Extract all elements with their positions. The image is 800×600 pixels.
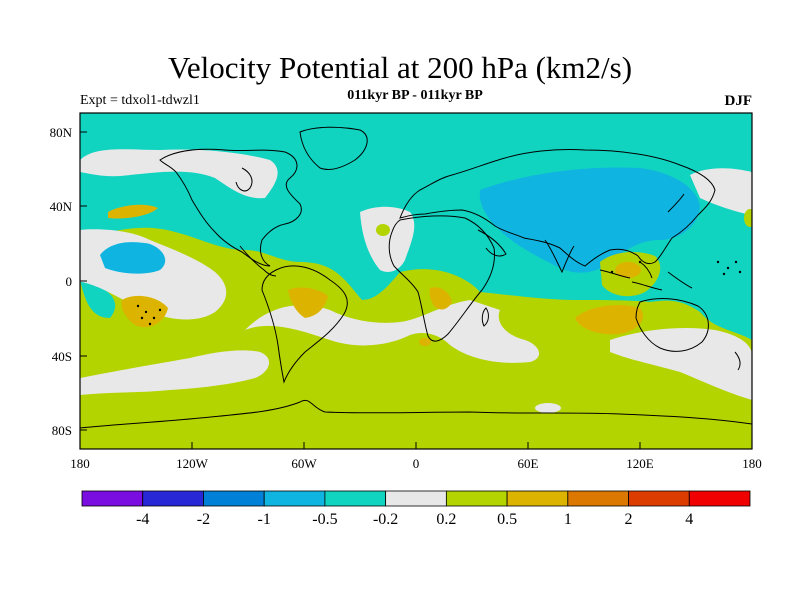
coastline-central-america <box>239 245 277 277</box>
colorbar-swatch <box>445 490 508 507</box>
experiment-label: Expt = tdxol1-tdwzl1 <box>80 93 200 108</box>
lon-tick-label: 180 <box>70 456 90 471</box>
lat-tick-label: 80S <box>52 423 72 438</box>
colorbar-swatch <box>385 490 447 507</box>
cyan-region-sw <box>80 280 116 318</box>
positive-strong-spot <box>419 338 431 346</box>
lon-tick-label: 0 <box>413 456 420 471</box>
lat-tick-label: 80N <box>50 125 73 140</box>
colorbar-label: -2 <box>197 511 210 528</box>
blue-region-pacific <box>100 242 166 274</box>
lon-tick-label: 60E <box>518 456 539 471</box>
coastline-hudson-bay <box>235 167 253 192</box>
coastline-antarctica <box>80 399 752 429</box>
season-label: DJF <box>724 93 753 109</box>
lon-tick-label: 120W <box>176 456 209 471</box>
coastline-japan <box>667 193 685 213</box>
lat-tick-label: 40N <box>50 199 73 214</box>
colorbar-swatch <box>628 490 690 507</box>
colorbar-swatch <box>506 490 569 507</box>
coastline-south-america <box>261 265 348 384</box>
colorbar-label: 2 <box>625 511 633 528</box>
positive-strong-indian <box>575 305 644 335</box>
coastline-greenland <box>299 126 368 171</box>
coastline-new-zealand <box>734 351 741 371</box>
coastline-australia <box>635 298 709 352</box>
neutral-region-southern <box>80 350 270 395</box>
colorbar-label: 1 <box>564 511 572 528</box>
neutral-region-atlantic <box>360 206 415 272</box>
colorbar-label: 0.2 <box>436 511 456 528</box>
colorbar: -4 -2 -1 -0.5 -0.2 0.2 0.5 1 2 4 <box>81 490 751 528</box>
colorbar-label: 4 <box>685 511 693 528</box>
neutral-spot-antarctic <box>535 403 561 413</box>
neutral-region-east-pacific <box>690 168 752 215</box>
colorbar-swatch <box>324 490 387 507</box>
colorbar-swatch <box>142 490 204 507</box>
coastline-arabia <box>477 229 507 257</box>
coastline-madagascar <box>481 307 489 327</box>
neutral-region-south-atlantic <box>245 300 540 363</box>
plot-title: Velocity Potential at 200 hPa (km2/s) <box>167 50 633 85</box>
coastline-africa <box>388 215 495 342</box>
contour-field <box>80 113 752 449</box>
lon-tick-label: 180 <box>742 456 762 471</box>
coastline-north-america <box>159 148 302 267</box>
lon-tick-label: 60W <box>291 456 317 471</box>
colorbar-swatch <box>567 490 629 507</box>
positive-strong-pacific-south <box>121 295 168 328</box>
colorbar-swatch <box>263 490 326 507</box>
colorbar-label: -0.2 <box>373 511 398 528</box>
positive-strong-africa <box>429 287 452 310</box>
positive-strong-indonesia <box>615 262 641 278</box>
colorbar-label: 0.5 <box>497 511 517 528</box>
colorbar-label: -1 <box>258 511 271 528</box>
colorbar-swatch <box>688 490 751 507</box>
positive-spot-east-pacific <box>744 209 752 227</box>
coastline-india <box>544 239 575 274</box>
lon-tick-label: 120E <box>626 456 654 471</box>
blue-region-asia <box>479 167 700 273</box>
plot-subtitle: 011kyr BP - 011kyr BP <box>347 88 483 103</box>
coastline-indonesia <box>599 261 693 291</box>
positive-spot-africa <box>376 224 390 236</box>
positive-strong-pacific-north <box>108 204 158 219</box>
lat-tick-label: 40S <box>52 349 72 364</box>
colorbar-swatch <box>81 490 144 507</box>
colorbar-label: -4 <box>136 511 149 528</box>
neutral-region-arctic <box>80 149 278 199</box>
colorbar-label: -0.5 <box>312 511 337 528</box>
neutral-region-indian-ocean <box>610 328 752 400</box>
coastlines <box>80 126 752 429</box>
positive-strong-amazon <box>288 287 328 318</box>
coastline-eurasia <box>399 148 716 267</box>
axis-ticks <box>79 131 753 449</box>
lat-tick-label: 0 <box>66 274 73 289</box>
colorbar-swatch <box>203 490 265 507</box>
